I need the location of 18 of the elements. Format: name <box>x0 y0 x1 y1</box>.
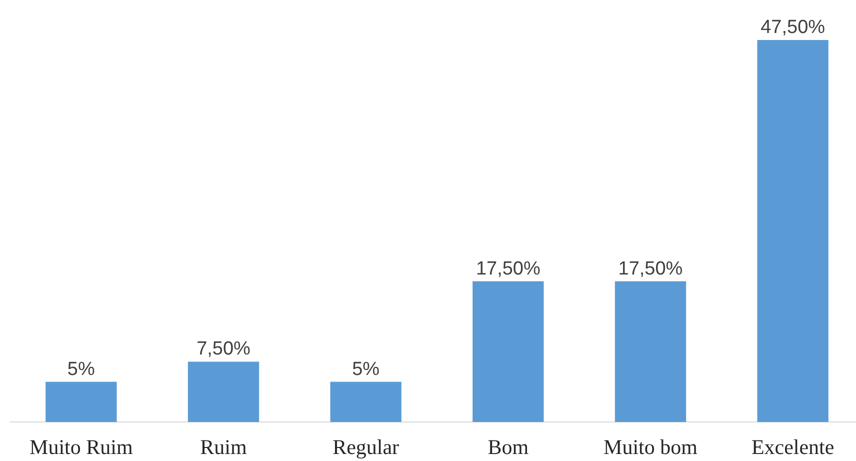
x-tick-label: Bom <box>488 435 529 459</box>
bar <box>46 382 117 422</box>
bar <box>188 362 260 422</box>
bar <box>757 40 828 422</box>
data-label: 5% <box>67 358 95 380</box>
x-tick-label: Regular <box>332 435 400 459</box>
data-label: 7,50% <box>196 338 251 360</box>
data-label: 17,50% <box>618 258 683 280</box>
data-label: 47,50% <box>760 17 826 38</box>
bar <box>330 382 402 422</box>
x-tick-label: Excelente <box>751 435 834 459</box>
x-tick-label: Muito Ruim <box>30 435 133 459</box>
bar <box>472 281 544 422</box>
data-label: 17,50% <box>476 258 540 280</box>
data-label: 5% <box>352 358 380 380</box>
x-tick-label: Ruim <box>200 435 247 459</box>
x-tick-label: Muito bom <box>604 435 698 459</box>
bar <box>614 281 686 422</box>
